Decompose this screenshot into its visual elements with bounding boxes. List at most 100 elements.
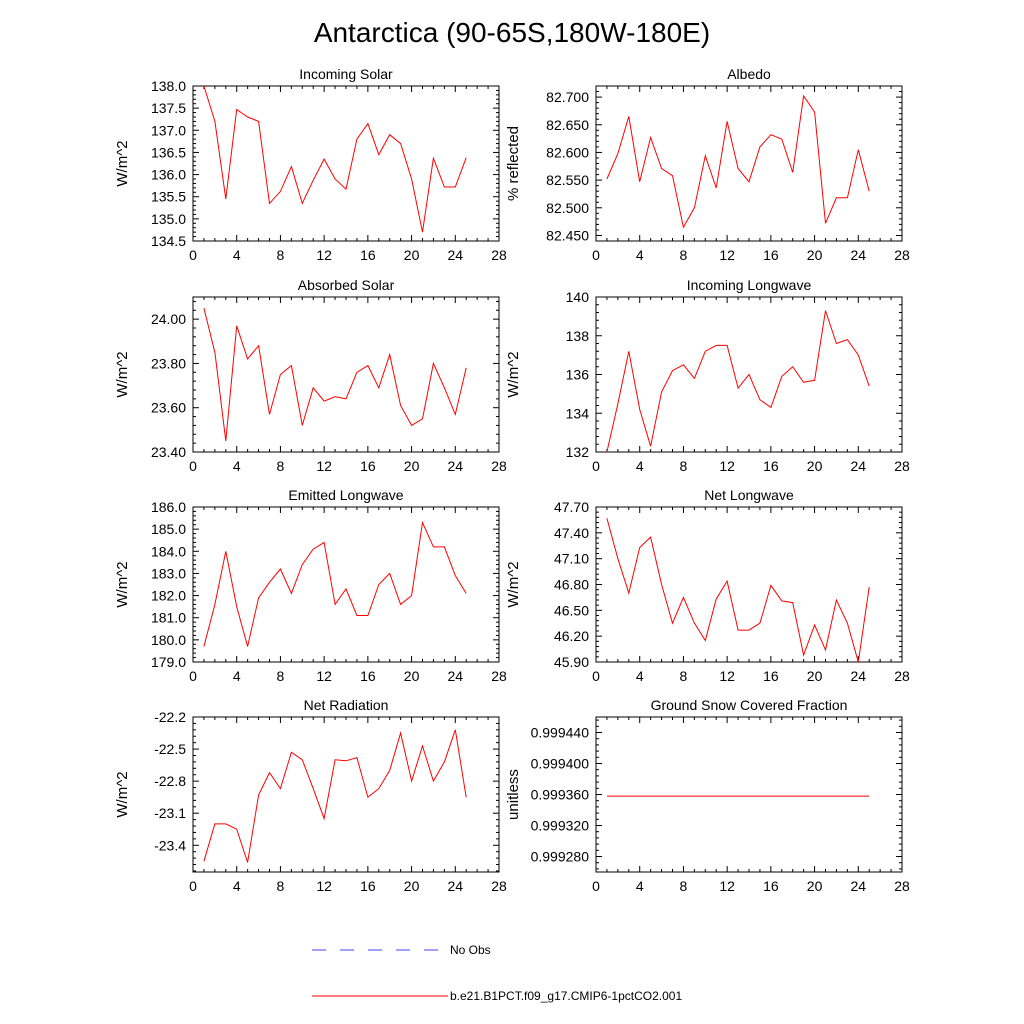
albedo-ytick-label: 82.550 — [546, 172, 589, 188]
incoming-solar-frame — [192, 85, 500, 242]
net-radiation-title: Net Radiation — [304, 697, 389, 713]
ground-snow-covered-fraction-frame — [595, 716, 903, 873]
net-radiation-series-line — [203, 729, 467, 863]
albedo-ytick-label: 82.500 — [546, 200, 589, 216]
emitted-longwave-xtick-label: 4 — [233, 668, 241, 684]
net-radiation-xtick-label: 24 — [447, 878, 463, 894]
incoming-longwave-xtick-label: 16 — [763, 458, 779, 474]
net-longwave-frame — [595, 506, 903, 663]
incoming-longwave-xtick-label: 20 — [807, 458, 823, 474]
emitted-longwave-ytick-label: 183.0 — [151, 565, 186, 581]
net-radiation-frame — [192, 716, 500, 873]
emitted-longwave-xtick-label: 12 — [316, 668, 332, 684]
incoming-solar-xtick-label: 0 — [189, 247, 197, 263]
net-radiation-xtick-label: 20 — [404, 878, 420, 894]
incoming-longwave-title: Incoming Longwave — [687, 277, 812, 293]
incoming-solar-ytick-label: 138.0 — [151, 78, 186, 94]
incoming-longwave-ytick-label: 140 — [566, 289, 590, 305]
incoming-solar-series-line — [203, 85, 467, 233]
net-radiation-xtick-label: 12 — [316, 878, 332, 894]
incoming-solar-xtick-label: 16 — [360, 247, 376, 263]
net-longwave-xtick-label: 16 — [763, 668, 779, 684]
emitted-longwave-xtick-label: 0 — [189, 668, 197, 684]
albedo-title: Albedo — [727, 66, 771, 82]
albedo-ytick-label: 82.650 — [546, 117, 589, 133]
figure-title: Antarctica (90-65S,180W-180E) — [314, 17, 710, 48]
incoming-longwave-xtick-label: 8 — [680, 458, 688, 474]
panel-albedo: Albedo 0 4 8 12 16 20 24 28 82.450 82.500 82.550 82.… — [505, 66, 910, 263]
net-longwave-ytick-label: 45.90 — [554, 654, 589, 670]
net-radiation-xtick-label: 0 — [189, 878, 197, 894]
ground-snow-covered-fraction-ytick-label: 0.999360 — [531, 787, 590, 803]
absorbed-solar-xtick-label: 4 — [233, 458, 241, 474]
albedo-ylabel: % reflected — [505, 126, 522, 201]
ground-snow-covered-fraction-ytick-label: 0.999320 — [531, 818, 590, 834]
incoming-longwave-ytick-label: 134 — [566, 405, 590, 421]
absorbed-solar-xtick-label: 12 — [316, 458, 332, 474]
absorbed-solar-xtick-label: 28 — [491, 458, 507, 474]
incoming-solar-ylabel: W/m^2 — [114, 140, 131, 186]
net-longwave-xtick-label: 20 — [807, 668, 823, 684]
emitted-longwave-ytick-label: 185.0 — [151, 521, 186, 537]
net-radiation-xtick-label: 28 — [491, 878, 507, 894]
incoming-longwave-ytick-label: 132 — [566, 444, 590, 460]
net-radiation-ytick-label: -23.1 — [154, 805, 186, 821]
ground-snow-covered-fraction-xtick-label: 16 — [763, 878, 779, 894]
ground-snow-covered-fraction-ytick-label: 0.999400 — [531, 756, 590, 772]
net-longwave-ytick-label: 47.70 — [554, 499, 589, 515]
panel-incoming-longwave: Incoming Longwave 0 4 8 12 16 20 24 28 132 134 136 1… — [505, 277, 910, 474]
albedo-xtick-label: 16 — [763, 247, 779, 263]
albedo-xtick-label: 24 — [850, 247, 866, 263]
albedo-xtick-label: 4 — [636, 247, 644, 263]
net-longwave-xtick-label: 28 — [894, 668, 910, 684]
net-radiation-xtick-label: 4 — [233, 878, 241, 894]
emitted-longwave-ytick-label: 181.0 — [151, 610, 186, 626]
net-longwave-ylabel: W/m^2 — [505, 561, 522, 607]
legend: No Obs b.e21.B1PCT.f09_g17.CMIP6-1pctCO2… — [312, 943, 682, 1003]
net-longwave-xtick-label: 0 — [592, 668, 600, 684]
ground-snow-covered-fraction-xtick-label: 8 — [680, 878, 688, 894]
incoming-longwave-ytick-label: 138 — [566, 328, 590, 344]
net-radiation-ytick-label: -22.2 — [154, 709, 186, 725]
incoming-solar-ytick-label: 137.0 — [151, 122, 186, 138]
net-radiation-xtick-label: 16 — [360, 878, 376, 894]
incoming-solar-ytick-label: 134.5 — [151, 233, 186, 249]
incoming-longwave-ylabel: W/m^2 — [505, 351, 522, 397]
emitted-longwave-xtick-label: 28 — [491, 668, 507, 684]
albedo-frame — [595, 85, 903, 242]
incoming-solar-xtick-label: 28 — [491, 247, 507, 263]
absorbed-solar-series-line — [203, 307, 467, 441]
emitted-longwave-ytick-label: 180.0 — [151, 632, 186, 648]
incoming-longwave-xtick-label: 4 — [636, 458, 644, 474]
incoming-solar-title: Incoming Solar — [299, 66, 393, 82]
net-longwave-ytick-label: 46.20 — [554, 628, 589, 644]
net-longwave-ytick-label: 46.80 — [554, 577, 589, 593]
legend-obs-label: No Obs — [450, 943, 491, 957]
absorbed-solar-ytick-label: 23.40 — [151, 444, 186, 460]
albedo-xtick-label: 0 — [592, 247, 600, 263]
net-longwave-series-line — [606, 518, 870, 663]
emitted-longwave-ytick-label: 184.0 — [151, 543, 186, 559]
ground-snow-covered-fraction-xtick-label: 20 — [807, 878, 823, 894]
panels: Incoming Solar 0 4 8 12 16 20 24 28 134.5 135.0 135… — [114, 66, 910, 894]
albedo-ytick-label: 82.600 — [546, 144, 589, 160]
absorbed-solar-xtick-label: 20 — [404, 458, 420, 474]
absorbed-solar-ylabel: W/m^2 — [114, 351, 131, 397]
emitted-longwave-title: Emitted Longwave — [288, 487, 403, 503]
net-longwave-title: Net Longwave — [704, 487, 794, 503]
panel-ground-snow-covered-fraction: Ground Snow Covered Fraction 0 4 8 12 16 20 24 2… — [505, 697, 910, 894]
emitted-longwave-xtick-label: 20 — [404, 668, 420, 684]
absorbed-solar-ytick-label: 23.60 — [151, 400, 186, 416]
emitted-longwave-frame — [192, 506, 500, 663]
albedo-xtick-label: 28 — [894, 247, 910, 263]
incoming-solar-ytick-label: 137.5 — [151, 100, 186, 116]
absorbed-solar-xtick-label: 8 — [277, 458, 285, 474]
absorbed-solar-ytick-label: 23.80 — [151, 355, 186, 371]
incoming-solar-ytick-label: 136.0 — [151, 167, 186, 183]
ground-snow-covered-fraction-title: Ground Snow Covered Fraction — [651, 697, 848, 713]
ground-snow-covered-fraction-xtick-label: 12 — [719, 878, 735, 894]
ground-snow-covered-fraction-xtick-label: 0 — [592, 878, 600, 894]
incoming-solar-xtick-label: 20 — [404, 247, 420, 263]
net-radiation-xtick-label: 8 — [277, 878, 285, 894]
panel-net-longwave: Net Longwave 0 4 8 12 16 20 24 28 45.90 46.20 46.50… — [505, 487, 910, 684]
